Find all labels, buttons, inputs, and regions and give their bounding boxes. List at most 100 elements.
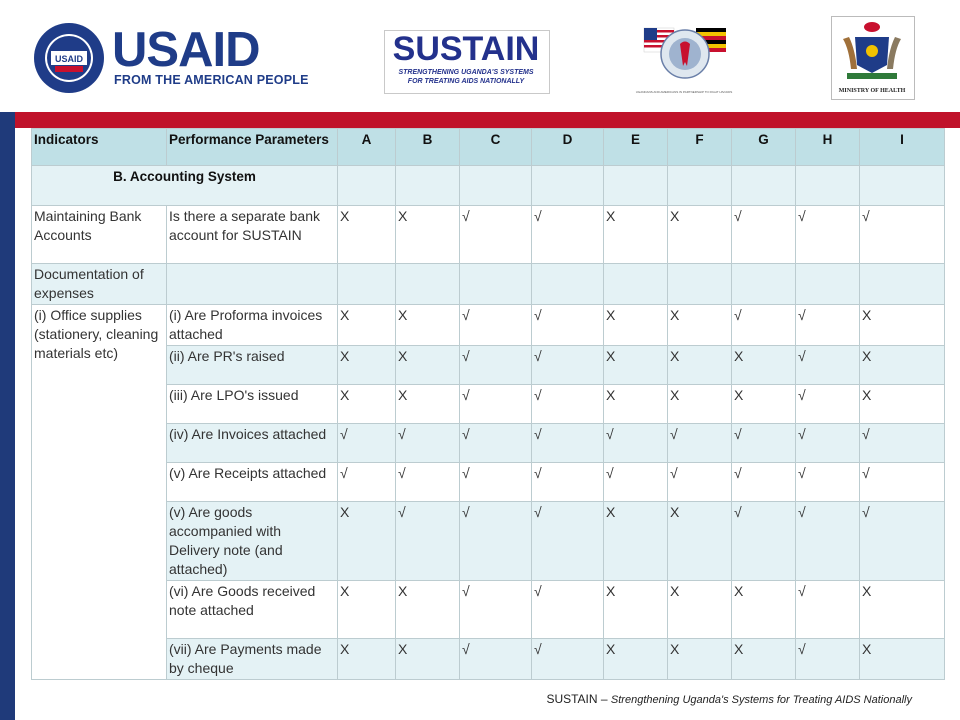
mark-cell: X	[395, 304, 460, 346]
mark-cell: √	[795, 205, 860, 264]
mark-cell: √	[731, 462, 796, 502]
table-row: (v) Are Receipts attached √ √ √ √ √ √ √ √ √	[32, 462, 945, 502]
header-col-e: E	[603, 128, 668, 166]
mark-cell: √	[459, 501, 532, 581]
mark-cell: X	[667, 304, 732, 346]
mark-cell: √	[795, 501, 860, 581]
mark-cell: X	[667, 638, 732, 680]
mark-cell: √	[531, 304, 604, 346]
mark-cell: √	[531, 205, 604, 264]
mark-cell: X	[859, 304, 945, 346]
mark-cell: √	[859, 205, 945, 264]
mark-cell: X	[859, 638, 945, 680]
footer-lead: SUSTAIN –	[546, 692, 611, 706]
row-indicator: Maintaining Bank Accounts	[31, 205, 167, 264]
sustain-subtitle-line2: FOR TREATING AIDS NATIONALLY	[407, 78, 525, 85]
row-parameter: (iii) Are LPO's issued	[166, 384, 338, 424]
footer-tagline: Strengthening Uganda's Systems for Treat…	[610, 694, 912, 706]
mark-cell: √	[459, 205, 532, 264]
header-indicators: Indicators	[31, 128, 167, 166]
slide-footer: SUSTAIN – Strengthening Uganda's Systems…	[430, 692, 912, 706]
mark-cell: X	[395, 345, 460, 385]
mark-cell: X	[603, 384, 668, 424]
section-row: B. Accounting System	[31, 165, 945, 206]
mark-cell: √	[667, 423, 732, 463]
header-col-d: D	[531, 128, 604, 166]
mark-cell: √	[531, 638, 604, 680]
mark-cell: X	[603, 205, 668, 264]
mark-cell: X	[603, 345, 668, 385]
mark-cell: X	[395, 205, 460, 264]
usaid-wordmark: USAID	[112, 23, 260, 77]
mark-cell: √	[795, 638, 860, 680]
mark-cell: X	[859, 580, 945, 639]
mark-cell: √	[731, 304, 796, 346]
partnership-caption: UGANDANS AND AMERICANS IN PARTNERSHIP TO…	[635, 90, 733, 94]
mark-cell: X	[603, 580, 668, 639]
table-row: (v) Are goods accompanied with Delivery …	[32, 501, 945, 581]
mark-cell: X	[731, 580, 796, 639]
mark-cell: √	[795, 345, 860, 385]
mark-cell: √	[395, 462, 460, 502]
sustain-subtitle: STRENGTHENING UGANDA'S SYSTEMS FOR TREAT…	[386, 68, 546, 86]
mark-cell: X	[731, 638, 796, 680]
row-parameter: Is there a separate bank account for SUS…	[166, 205, 338, 264]
header-divider-bar	[0, 112, 960, 128]
mark-cell: √	[795, 384, 860, 424]
sustain-title: SUSTAIN	[392, 30, 540, 68]
ministry-label: MINISTRY OF HEALTH	[838, 88, 906, 94]
header-col-h: H	[795, 128, 860, 166]
mark-cell: √	[459, 304, 532, 346]
mark-cell: √	[337, 423, 396, 463]
mark-cell: X	[667, 345, 732, 385]
mark-cell: √	[459, 462, 532, 502]
mark-cell: √	[731, 423, 796, 463]
table-row: Maintaining Bank Accounts Is there a sep…	[31, 205, 945, 264]
mark-cell: X	[667, 205, 732, 264]
section-title: B. Accounting System	[31, 165, 338, 206]
row-indicator: Documentation of expenses	[31, 263, 167, 305]
mark-cell: X	[603, 501, 668, 581]
mark-cell: X	[337, 580, 396, 639]
mark-cell: √	[667, 462, 732, 502]
table-row: (iv) Are Invoices attached √ √ √ √ √ √ √ √ √	[32, 423, 945, 463]
mark-cell: √	[731, 501, 796, 581]
mark-cell: X	[395, 638, 460, 680]
mark-cell: √	[603, 462, 668, 502]
row-parameter: (i) Are Proforma invoices attached	[166, 304, 338, 346]
mark-cell: √	[531, 501, 604, 581]
mark-cell: √	[395, 423, 460, 463]
uganda-coat-of-arms-icon	[843, 22, 901, 79]
mark-cell: √	[859, 501, 945, 581]
header-col-f: F	[667, 128, 732, 166]
sustain-subtitle-line1: STRENGTHENING UGANDA'S SYSTEMS	[398, 69, 534, 76]
mark-cell: X	[337, 501, 396, 581]
mark-cell: X	[667, 501, 732, 581]
mark-cell: X	[667, 384, 732, 424]
mark-cell: √	[795, 462, 860, 502]
header-col-a: A	[337, 128, 396, 166]
mark-cell: X	[859, 345, 945, 385]
mark-cell: √	[459, 580, 532, 639]
row-parameter: (vi) Are Goods received note attached	[166, 580, 338, 639]
row-indicator: (i) Office supplies (stationery, cleanin…	[31, 304, 167, 680]
mark-cell: √	[459, 345, 532, 385]
mark-cell: √	[731, 205, 796, 264]
mark-cell: √	[459, 384, 532, 424]
mark-cell: √	[795, 580, 860, 639]
mark-cell: X	[337, 205, 396, 264]
row-parameter: (iv) Are Invoices attached	[166, 423, 338, 463]
mark-cell: √	[531, 580, 604, 639]
mark-cell: √	[459, 423, 532, 463]
table-row: (iii) Are LPO's issued X X √ √ X X X √ X	[32, 384, 945, 424]
mark-cell: X	[337, 345, 396, 385]
mark-cell: X	[337, 384, 396, 424]
header-parameters: Performance Parameters	[166, 128, 338, 166]
table-row: (i) Office supplies (stationery, cleanin…	[31, 304, 945, 680]
mark-cell: X	[859, 384, 945, 424]
header-col-b: B	[395, 128, 460, 166]
mark-cell: √	[531, 462, 604, 502]
mark-cell: X	[603, 304, 668, 346]
mark-cell: √	[859, 423, 945, 463]
table-header-row: Indicators Performance Parameters A B C …	[31, 128, 945, 166]
